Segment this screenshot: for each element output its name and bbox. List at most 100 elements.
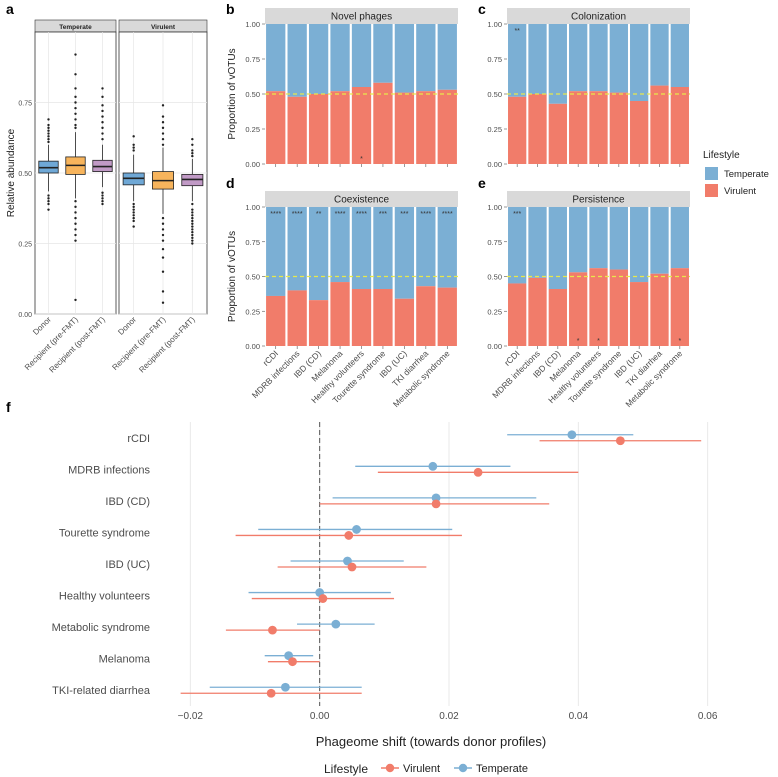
box-outlier (161, 216, 165, 220)
x-tick-label: 0.02 (439, 711, 459, 722)
box-outlier (101, 194, 104, 197)
y-tick-label: 1.00 (245, 203, 260, 212)
lifestyle-legend: Lifestyle Temperate Virulent (703, 150, 769, 197)
panel-letter-a: a (6, 1, 14, 17)
bar-virulent (394, 92, 415, 164)
y-tick-label: 0.50 (245, 273, 260, 282)
x-tick-label: Recipient (pre-FMT) (110, 315, 167, 372)
y-tick-label: 0.50 (245, 90, 260, 99)
box-outlier (74, 118, 77, 121)
box-outlier (47, 140, 50, 144)
legend-item-label: Temperate (724, 169, 769, 180)
box-outlier (101, 191, 104, 194)
box-outlier (47, 129, 50, 132)
significance-label-bottom: * (597, 338, 600, 345)
box-outlier (101, 126, 104, 130)
y-tick-label: 0.25 (245, 307, 260, 316)
bar-virulent (351, 289, 372, 346)
box-outlier (161, 132, 165, 135)
y-tick-label: 0.50 (487, 90, 502, 99)
point-virulent (615, 436, 625, 446)
box-outlier (132, 219, 135, 223)
box-outlier (191, 216, 194, 220)
x-tick-label: 0.04 (569, 711, 589, 722)
y-tick-label: rCDI (127, 433, 150, 445)
y-tick-label: Healthy volunteers (59, 591, 151, 603)
bar-temperate (287, 207, 307, 291)
box-outlier (74, 123, 77, 127)
significance-label-top: **** (335, 211, 346, 218)
box-outlier (74, 112, 77, 115)
bar-temperate (437, 24, 457, 90)
bar-virulent (287, 96, 307, 164)
bar-virulent (670, 87, 689, 164)
box-outlier (191, 222, 194, 225)
box-outlier (191, 149, 194, 152)
bar-virulent (528, 94, 547, 164)
legend-key-point (458, 763, 468, 773)
point-temperate (280, 682, 290, 692)
legend-item-label: Virulent (724, 186, 756, 197)
bar-virulent (528, 277, 547, 346)
panel-letter-e: e (478, 175, 486, 191)
box-outlier (74, 53, 77, 56)
bar-virulent (650, 85, 669, 164)
box-outlier (191, 137, 194, 141)
panel-b-bars: Novel phages 0.00 0.25 0.50 0.75 1.00 Proporti… (227, 8, 458, 169)
bar-virulent (630, 101, 649, 164)
point-virulent (266, 688, 276, 698)
x-tick-label: 0.00 (310, 711, 330, 722)
panel-title: Coexistence (334, 195, 389, 206)
bar-virulent (650, 273, 669, 346)
bar-virulent (266, 295, 286, 346)
box-outlier (191, 214, 194, 217)
bar-temperate (589, 207, 608, 269)
bar-temperate (569, 24, 588, 92)
bar-temperate (394, 207, 415, 299)
y-tick-label: 0.00 (487, 342, 502, 351)
box-outlier (191, 233, 194, 237)
bar-virulent (308, 94, 329, 164)
bar-virulent (308, 300, 329, 346)
bar-virulent (569, 272, 588, 346)
panel-d-bars: Coexistence 0.00 0.25 0.50 0.75 1.00 Proportio… (227, 191, 458, 409)
y-tick-label: 1.00 (245, 20, 260, 29)
box-outlier (47, 135, 50, 138)
y-tick-label: 0.75 (245, 55, 260, 64)
legend-item-label: Virulent (403, 763, 440, 775)
bar-virulent (630, 282, 649, 346)
facet-strip (507, 191, 690, 207)
x-tick-label: −0.02 (178, 711, 204, 722)
box-outlier (191, 236, 194, 240)
point-virulent (268, 625, 277, 635)
significance-label-top: *** (379, 211, 387, 218)
box-outlier (101, 115, 104, 118)
box-outlier (191, 228, 194, 231)
box-outlier (161, 247, 165, 251)
bar-temperate (528, 207, 547, 278)
panel-letter-d: d (226, 175, 235, 191)
y-tick-label: 0.75 (487, 238, 502, 247)
bar-virulent (569, 91, 588, 164)
point-temperate (331, 619, 341, 629)
panel-title: Novel phages (331, 12, 392, 23)
box-outlier (101, 104, 104, 107)
bar-temperate (650, 24, 669, 86)
y-tick-label: 0.25 (245, 125, 260, 134)
box-outlier (101, 109, 104, 113)
box-outlier (47, 197, 50, 200)
box-outlier (101, 137, 104, 141)
box-outlier (74, 222, 77, 225)
box-outlier (101, 121, 104, 124)
box-outlier (101, 87, 104, 90)
bar-temperate (609, 207, 628, 270)
point-temperate (567, 430, 577, 440)
bar-temperate (394, 24, 415, 93)
point-virulent (344, 531, 354, 540)
y-tick-label: 0.00 (245, 342, 260, 351)
bar-temperate (373, 207, 393, 290)
bar-virulent (437, 287, 457, 346)
bar-temperate (548, 207, 567, 290)
y-tick-label: Tourette syndrome (59, 527, 150, 539)
